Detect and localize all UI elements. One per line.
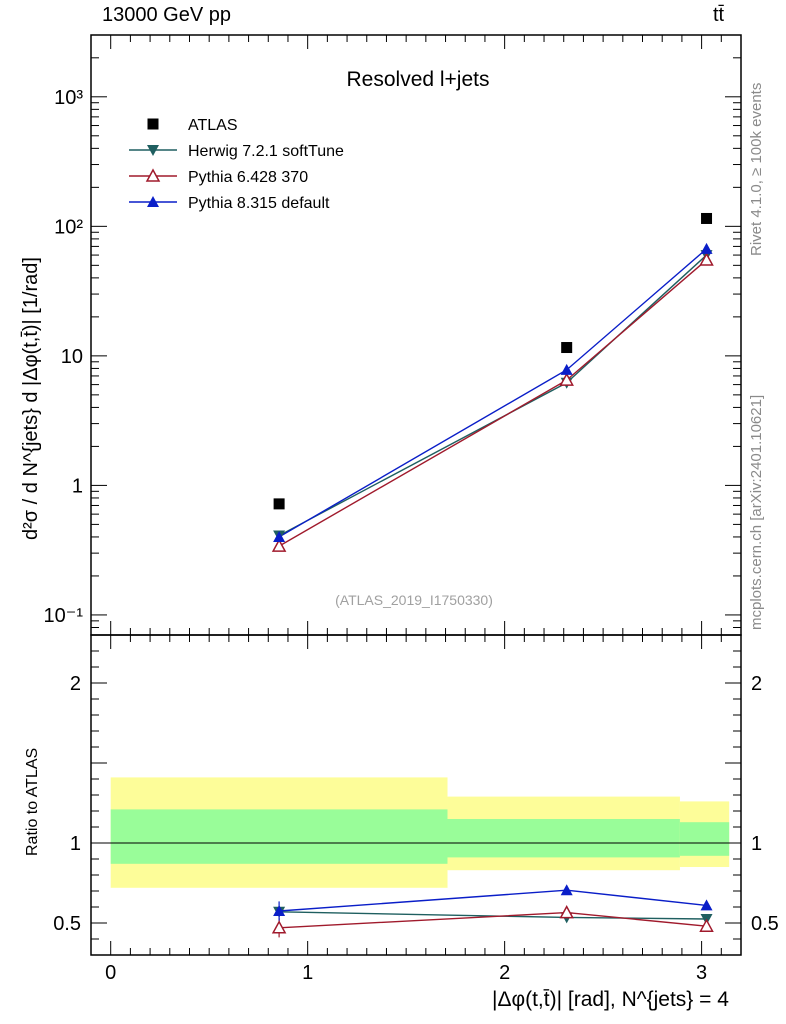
ratio-point-1-1 bbox=[559, 905, 574, 919]
ratio-y-tick-label-right: 0.5 bbox=[751, 913, 779, 935]
chart-title: Resolved l+jets bbox=[347, 68, 490, 91]
main-point-2-2 bbox=[699, 252, 714, 266]
green-band-1 bbox=[447, 819, 680, 858]
ratio-point-2-0 bbox=[273, 905, 286, 916]
ratio-point-2-1 bbox=[560, 884, 573, 896]
main-point-3-2 bbox=[700, 242, 713, 254]
x-tick-label: 3 bbox=[696, 962, 707, 984]
x-tick-label: 2 bbox=[499, 962, 510, 984]
x-tick-label: 0 bbox=[105, 962, 116, 984]
green-band-2 bbox=[679, 822, 730, 856]
ratio-y-tick-label-right: 1 bbox=[751, 833, 762, 855]
green-band-0 bbox=[110, 809, 448, 864]
main-point-0-0 bbox=[273, 498, 285, 510]
legend-label-1: Herwig 7.2.1 softTune bbox=[188, 143, 344, 160]
ratio-y-tick-label-left: 2 bbox=[70, 673, 81, 695]
legend-marker-0 bbox=[147, 118, 159, 130]
main-y-tick-label: 1 bbox=[72, 475, 83, 497]
x-tick-label: 1 bbox=[302, 962, 313, 984]
ratio-y-tick-label-left: 0.5 bbox=[53, 913, 81, 935]
ratio-line-2 bbox=[279, 889, 707, 912]
main-line-3 bbox=[278, 248, 707, 538]
ratio-point-2-2 bbox=[700, 899, 713, 911]
main-line-1 bbox=[278, 254, 708, 537]
main-y-tick-label: 10 bbox=[61, 346, 83, 368]
legend-marker-2 bbox=[145, 168, 161, 182]
legend-marker-1 bbox=[147, 145, 159, 156]
main-point-2-1 bbox=[559, 372, 574, 386]
main-point-0-1 bbox=[561, 342, 573, 354]
main-series-group bbox=[271, 212, 714, 552]
ratio-line-0 bbox=[279, 911, 707, 920]
main-point-0-2 bbox=[701, 212, 713, 224]
ratio-series-group bbox=[271, 884, 714, 938]
ratio-point-1-2 bbox=[699, 918, 714, 932]
main-y-tick-label: 10² bbox=[54, 216, 83, 238]
analysis-watermark: (ATLAS_2019_I1750330) bbox=[335, 592, 493, 608]
main-line-2 bbox=[278, 259, 707, 547]
main-point-3-0 bbox=[273, 530, 286, 542]
ratio-point-1-0 bbox=[271, 920, 287, 934]
ratio-y-tick-label-right: 2 bbox=[751, 673, 762, 695]
x-axis-label: |Δφ(t,t̄)| [rad], N^{jets} = 4 bbox=[492, 988, 729, 1011]
legend-label-2: Pythia 6.428 370 bbox=[188, 169, 308, 186]
main-point-3-1 bbox=[560, 363, 573, 375]
legend-marker-3 bbox=[147, 196, 159, 207]
text-group: 0 1 2 3 10⁻¹ 1 10 10² 10³ 0.5 0.5 1 1 2 2 Resolved l+je… bbox=[44, 68, 779, 984]
energy-label: 13000 GeV pp bbox=[102, 4, 231, 26]
main-y-tick-label: 10³ bbox=[54, 87, 83, 109]
main-y-tick-label: 10⁻¹ bbox=[44, 605, 84, 627]
legend-label-3: Pythia 8.315 default bbox=[188, 195, 330, 212]
ratio-uncertainty-bands bbox=[91, 777, 741, 888]
axes-group bbox=[90, 34, 742, 956]
ratio-line-1 bbox=[279, 911, 707, 929]
ratio-y-tick-label-left: 1 bbox=[70, 833, 81, 855]
process-label: tt̄ bbox=[713, 4, 725, 26]
main-point-2-0 bbox=[271, 538, 287, 552]
legend-label-0: ATLAS bbox=[188, 117, 238, 134]
